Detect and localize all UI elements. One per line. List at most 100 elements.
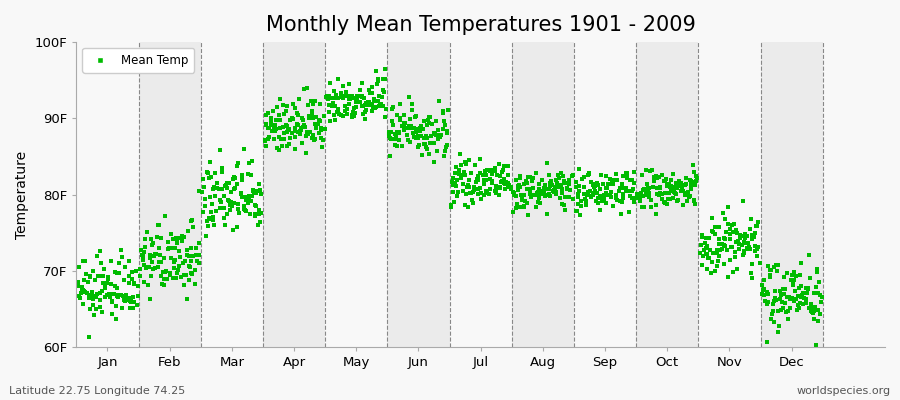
Point [537, 189, 552, 196]
Point [734, 242, 749, 248]
Point [506, 189, 520, 196]
Point [223, 199, 238, 205]
Point [218, 222, 232, 228]
Point [290, 109, 304, 116]
Point [273, 96, 287, 102]
Point [610, 197, 625, 203]
Point [364, 90, 378, 96]
Point [492, 184, 507, 190]
Point [230, 224, 245, 230]
Point [662, 181, 676, 187]
Point [574, 198, 589, 204]
Point [510, 183, 525, 189]
Point [438, 148, 453, 154]
Y-axis label: Temperature: Temperature [15, 150, 29, 239]
Point [308, 136, 322, 142]
Point [266, 107, 280, 114]
Point [302, 128, 317, 135]
Point [763, 272, 778, 278]
Point [730, 230, 744, 237]
Point [796, 290, 810, 296]
Point [160, 239, 175, 246]
Point [116, 296, 130, 303]
Point [243, 172, 257, 178]
Point [613, 198, 627, 204]
Point [155, 280, 169, 287]
Point [750, 253, 764, 259]
Point [158, 276, 172, 283]
Point [302, 113, 316, 119]
Point [397, 127, 411, 133]
Point [351, 93, 365, 100]
Point [674, 182, 688, 189]
Point [666, 195, 680, 202]
Point [459, 160, 473, 167]
Point [454, 150, 468, 157]
Point [650, 184, 664, 191]
Point [814, 298, 829, 305]
Point [327, 112, 341, 118]
Point [655, 196, 670, 202]
Point [470, 176, 484, 182]
Point [682, 194, 697, 200]
Point [202, 194, 217, 200]
Point [130, 292, 145, 299]
Point [230, 206, 245, 212]
Point [607, 177, 621, 183]
Point [671, 196, 686, 203]
Point [428, 118, 443, 124]
Point [417, 141, 431, 148]
Point [238, 207, 252, 214]
Point [329, 108, 344, 115]
Point [177, 258, 192, 264]
Point [773, 295, 788, 302]
Point [174, 274, 188, 281]
Point [195, 176, 210, 182]
Point [101, 274, 115, 280]
Point [446, 174, 460, 181]
Point [743, 270, 758, 276]
Point [127, 299, 141, 306]
Point [355, 102, 369, 109]
Point [482, 176, 497, 182]
Point [311, 117, 326, 123]
Point [494, 179, 508, 185]
Point [719, 247, 733, 253]
Point [599, 192, 614, 198]
Point [565, 172, 580, 178]
Point [645, 184, 660, 190]
Point [454, 162, 468, 168]
Point [637, 186, 652, 192]
Point [485, 170, 500, 177]
Point [717, 216, 732, 222]
Point [799, 284, 814, 291]
Point [695, 233, 709, 239]
Point [552, 175, 566, 181]
Point [454, 172, 468, 178]
Point [314, 134, 328, 141]
Point [700, 266, 715, 272]
Point [717, 261, 732, 267]
Point [766, 300, 780, 307]
Point [342, 81, 356, 88]
Point [150, 222, 165, 228]
Point [227, 174, 241, 180]
Point [784, 277, 798, 283]
Point [693, 250, 707, 256]
Point [436, 118, 451, 124]
Point [724, 231, 738, 237]
Point [336, 113, 350, 119]
Point [192, 188, 206, 194]
Point [728, 226, 742, 233]
Point [412, 141, 427, 148]
Point [605, 178, 619, 184]
Point [297, 86, 311, 92]
Point [353, 92, 367, 99]
Point [702, 255, 716, 261]
Point [217, 215, 231, 221]
Point [672, 182, 687, 189]
Point [549, 184, 563, 190]
Point [474, 196, 489, 202]
Point [679, 191, 693, 197]
Point [594, 172, 608, 178]
